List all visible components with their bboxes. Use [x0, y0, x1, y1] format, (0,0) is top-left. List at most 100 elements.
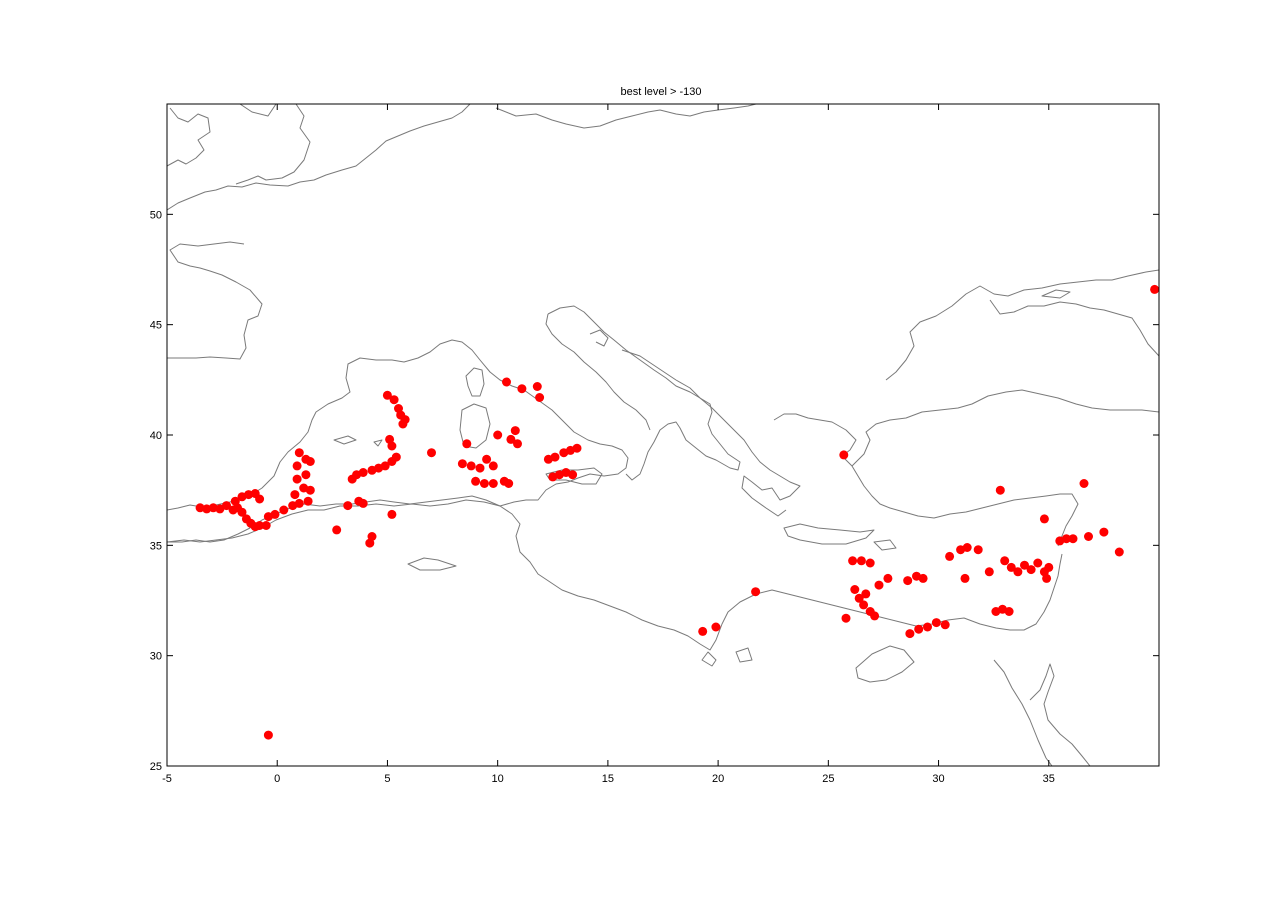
x-tick-label: 35 [1043, 773, 1055, 785]
data-point [294, 498, 304, 508]
data-point [482, 454, 492, 464]
data-point [874, 580, 884, 590]
data-point [510, 426, 520, 436]
x-tick-label: 10 [492, 773, 504, 785]
data-point [358, 468, 368, 477]
data-point [535, 393, 545, 402]
data-point [303, 496, 313, 506]
y-tick-label: 35 [150, 540, 162, 552]
data-point [479, 479, 489, 488]
data-point [923, 622, 932, 632]
data-point [237, 507, 247, 517]
coastline-africa [167, 499, 1091, 766]
data-point [466, 461, 476, 471]
data-point [290, 490, 300, 500]
data-point [1004, 607, 1014, 616]
data-point [1099, 527, 1109, 537]
data-point [960, 573, 970, 583]
data-point [305, 457, 315, 466]
data-point [532, 382, 542, 391]
data-point [984, 567, 994, 577]
data-point [263, 730, 273, 740]
data-point [850, 585, 860, 594]
data-point [305, 485, 315, 495]
x-tick-label: 25 [822, 773, 834, 785]
y-tick-label: 25 [150, 761, 162, 773]
data-point [387, 509, 397, 519]
axes: -5 0 5 10 15 20 25 30 35 25 30 35 40 45 50 [150, 104, 1159, 785]
data-point [488, 461, 498, 471]
coastline [167, 104, 1159, 766]
data-point [914, 624, 924, 634]
data-point [504, 479, 514, 488]
data-point [513, 439, 522, 449]
data-point [1026, 565, 1036, 575]
data-point [427, 448, 436, 458]
data-point [279, 505, 289, 515]
data-point [1114, 547, 1124, 557]
data-point [550, 452, 560, 462]
data-point [962, 543, 972, 552]
data-point [859, 600, 869, 610]
data-point [502, 377, 511, 387]
chart-title: best level > -130 [620, 86, 701, 98]
data-point [905, 629, 915, 639]
data-point [751, 587, 761, 597]
data-point [391, 452, 401, 462]
data-point [1061, 534, 1071, 544]
data-point [1006, 562, 1016, 572]
plot-area: -5 0 5 10 15 20 25 30 35 25 30 35 40 45 50 [150, 103, 1160, 785]
data-point [572, 443, 582, 453]
data-point [493, 430, 503, 440]
coastline-atlantic-uk [167, 104, 757, 211]
coastline-italy [545, 305, 741, 481]
data-point [382, 390, 392, 400]
data-point [841, 613, 851, 623]
x-tick-label: 5 [384, 773, 390, 785]
data-point [385, 434, 395, 444]
y-tick-label: 40 [150, 430, 162, 442]
data-point [1020, 560, 1029, 570]
data-point [292, 474, 302, 484]
data-point [1013, 567, 1023, 577]
data-point [903, 576, 913, 586]
data-point [292, 461, 302, 471]
data-point [398, 419, 408, 429]
data-point [517, 384, 527, 394]
data-point [255, 494, 265, 504]
data-point [332, 525, 342, 535]
coastline-islands [333, 367, 897, 571]
data-point [883, 573, 893, 583]
x-tick-label: 20 [712, 773, 724, 785]
data-point [1039, 514, 1049, 524]
data-point [471, 476, 481, 486]
data-point [848, 556, 858, 566]
data-point [261, 521, 271, 530]
data-point [918, 573, 928, 583]
data-point [995, 485, 1005, 495]
data-point [568, 470, 578, 480]
coastline-balkans-turkey [589, 329, 1159, 547]
data-point [358, 498, 368, 508]
data-point [457, 459, 467, 469]
data-point [1044, 562, 1054, 572]
x-tick-label: -5 [162, 773, 172, 785]
data-point [255, 521, 265, 530]
data-point [343, 501, 353, 511]
data-point [488, 479, 498, 488]
data-point [1042, 573, 1052, 583]
data-point [854, 593, 864, 603]
data-point [711, 622, 721, 632]
data-point [462, 439, 472, 449]
x-tick-label: 30 [932, 773, 944, 785]
data-point [365, 538, 375, 548]
data-point [940, 620, 950, 630]
data-point [1150, 284, 1159, 294]
x-tick-label: 15 [602, 773, 614, 785]
data-point [870, 611, 880, 621]
data-point [294, 448, 304, 458]
y-tick-label: 50 [150, 209, 162, 221]
data-point [475, 463, 485, 473]
data-point [856, 556, 866, 566]
